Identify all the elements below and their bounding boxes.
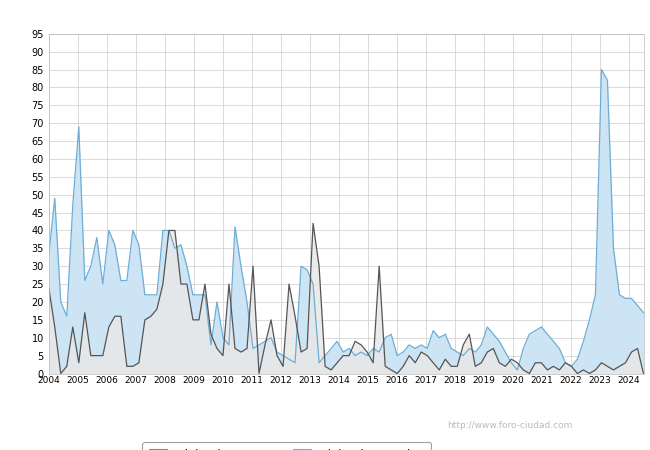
Text: http://www.foro-ciudad.com: http://www.foro-ciudad.com — [447, 421, 572, 430]
Text: Andorra - Evolucion del Nº de Transacciones Inmobiliarias: Andorra - Evolucion del Nº de Transaccio… — [114, 9, 536, 24]
Legend: Viviendas Nuevas, Viviendas Usadas: Viviendas Nuevas, Viviendas Usadas — [142, 442, 431, 450]
